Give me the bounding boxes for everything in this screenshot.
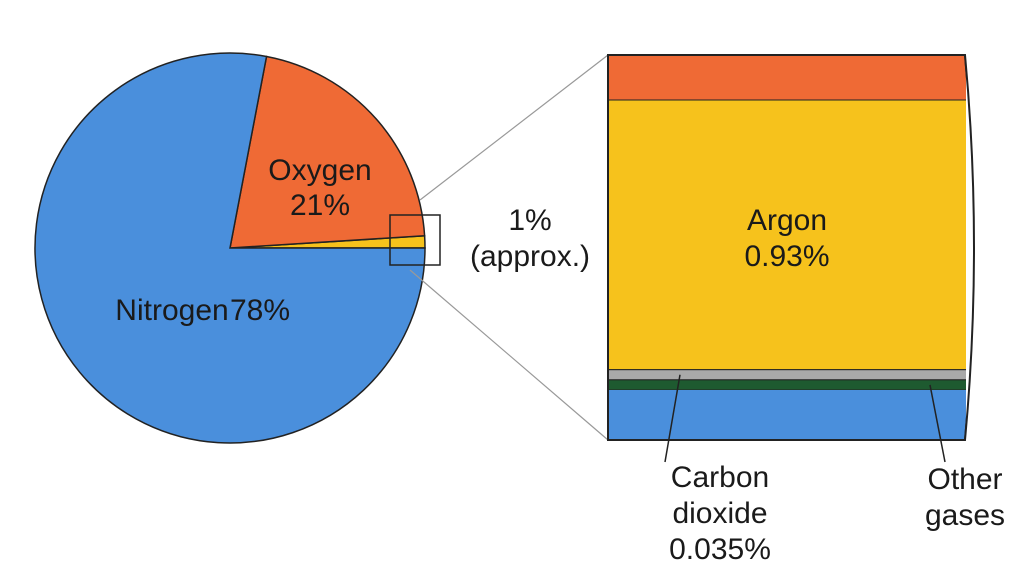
zoom-band [608, 55, 975, 100]
segment-label: Carbon dioxide [670, 461, 770, 530]
pie-slice [34, 52, 426, 444]
pie-slice [229, 55, 426, 249]
slice-label: Oxygen [268, 154, 371, 187]
leader [929, 384, 946, 463]
leader [664, 374, 681, 463]
segment-label: Other gases [924, 463, 1006, 532]
zoom-guide [419, 54, 609, 201]
segment-value: 0.93% [744, 240, 829, 273]
segment-label: Argon [747, 204, 827, 237]
zoom-box [389, 214, 441, 266]
zoom-edge [964, 54, 975, 441]
zoom-segment [607, 369, 976, 381]
zoom-band [608, 390, 975, 440]
zoom-segment [607, 99, 976, 371]
annotation: (approx.) [470, 240, 590, 273]
slice-value: 78% [230, 294, 290, 327]
zoom-guide [409, 269, 609, 441]
segment-value: 0.035% [669, 533, 771, 566]
slice-label: Nitrogen [115, 294, 228, 327]
zoom-segment [607, 379, 976, 391]
zoom-panel [607, 54, 976, 441]
slice-value: 1% [508, 204, 551, 237]
slice-value: 21% [290, 189, 350, 222]
zoom-mask [966, 53, 1006, 442]
